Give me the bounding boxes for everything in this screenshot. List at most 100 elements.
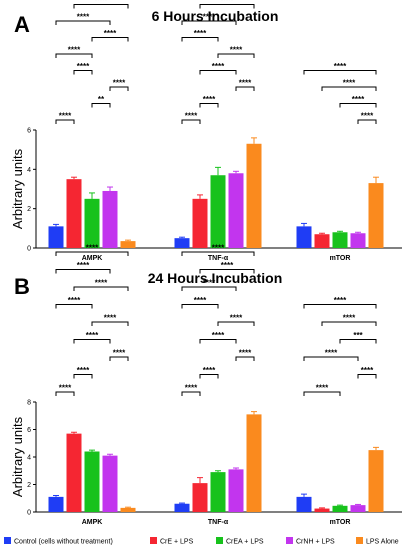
panel-b-ytick-label-2: 2 bbox=[27, 482, 31, 489]
panel-b-bar-1-1 bbox=[192, 483, 208, 512]
panel-a-ytick-label-4: 4 bbox=[27, 167, 31, 174]
panel-b-sig-bracket-15 bbox=[181, 286, 237, 291]
panel-b-letter: B bbox=[14, 274, 30, 299]
panel-b-ytick-label-6: 6 bbox=[27, 427, 31, 434]
panel-a-sig-bracket-2 bbox=[109, 86, 129, 91]
legend-swatch-1 bbox=[150, 537, 157, 544]
panel-b-sig-label-12: **** bbox=[212, 331, 225, 340]
panel-a-sig-label-11: **** bbox=[239, 79, 252, 88]
panel-b-sig-bracket-2 bbox=[109, 356, 129, 361]
panel-b-sig-bracket-14 bbox=[181, 304, 219, 309]
panel-b-sig-bracket-23 bbox=[303, 304, 377, 309]
panel-b-sig-label-11: **** bbox=[239, 349, 252, 358]
panel-a-ytick-label-2: 2 bbox=[27, 206, 31, 213]
panel-b-sig-bracket-6 bbox=[73, 286, 129, 291]
panel-a-letter: A bbox=[14, 12, 30, 37]
panel-a-sig-bracket-13 bbox=[217, 53, 255, 58]
panel-a-sig-bracket-18 bbox=[357, 119, 377, 124]
panel-a-sig-bracket-4 bbox=[55, 53, 93, 58]
panel-a-sig-label-2: **** bbox=[113, 79, 126, 88]
panel-b-sig-label-10: **** bbox=[203, 366, 216, 375]
legend-label-0: Control (cells without treatment) bbox=[14, 539, 113, 546]
panel-a-sig-bracket-9 bbox=[181, 119, 201, 124]
panel-b-sig-label-14: **** bbox=[194, 296, 207, 305]
panel-a-title: 6 Hours Incubation bbox=[152, 8, 279, 24]
panel-b-sig-bracket-0 bbox=[55, 391, 75, 396]
panel-a-sig-bracket-21 bbox=[303, 70, 377, 75]
panel-b-category-0: AMPK bbox=[82, 519, 103, 526]
panel-b-sig-bracket-20 bbox=[303, 356, 359, 361]
panel-a-bar-0-2 bbox=[296, 226, 312, 248]
panel-a-bar-3-1 bbox=[228, 173, 244, 248]
panel-a-sig-bracket-20 bbox=[321, 86, 377, 91]
panel-b-sig-label-21: *** bbox=[353, 331, 363, 340]
panel-a-sig-bracket-1 bbox=[91, 103, 111, 108]
panel-b-sig-bracket-11 bbox=[235, 356, 255, 361]
panel-a-bar-1-0 bbox=[66, 179, 82, 248]
panel-b-bar-2-0 bbox=[84, 451, 100, 512]
panel-a-sig-bracket-5 bbox=[91, 37, 129, 42]
panel-a-bar-0-1 bbox=[174, 238, 190, 248]
panel-b-bar-2-2 bbox=[332, 505, 348, 512]
panel-a-ylabel: Arbitrary units bbox=[10, 148, 25, 229]
panel-b-sig-bracket-4 bbox=[91, 321, 129, 326]
panel-b-sig-bracket-5 bbox=[55, 304, 93, 309]
panel-b-sig-bracket-13 bbox=[217, 321, 255, 326]
panel-a-bar-2-0 bbox=[84, 198, 100, 248]
panel-a-bar-2-1 bbox=[210, 175, 226, 248]
panel-a-sig-label-4: **** bbox=[68, 46, 81, 55]
panel-a-sig-label-16: **** bbox=[221, 0, 234, 5]
panel-b-sig-label-18: **** bbox=[316, 384, 329, 393]
panel-a-sig-label-12: **** bbox=[212, 62, 225, 71]
panel-a-sig-bracket-14 bbox=[181, 37, 219, 42]
panel-a-sig-label-13: **** bbox=[230, 46, 243, 55]
panel-b-sig-label-0: **** bbox=[59, 384, 72, 393]
legend-label-1: CrE + LPS bbox=[160, 539, 194, 546]
panel-a-sig-bracket-12 bbox=[199, 70, 237, 75]
panel-b-bar-0-1 bbox=[174, 503, 190, 512]
panel-b-sig-label-16: **** bbox=[221, 261, 234, 270]
panel-a-category-1: TNF-α bbox=[208, 255, 229, 262]
panel-a-bar-4-0 bbox=[120, 241, 136, 248]
panel-b-sig-label-4: **** bbox=[104, 314, 117, 323]
panel-a-sig-label-14: **** bbox=[194, 29, 207, 38]
panel-b-sig-bracket-16 bbox=[199, 269, 255, 274]
panel-b-sig-label-22: **** bbox=[343, 314, 356, 323]
panel-a-sig-bracket-16 bbox=[199, 4, 255, 9]
panel-b-sig-label-5: **** bbox=[68, 296, 81, 305]
panel-b-sig-bracket-9 bbox=[181, 391, 201, 396]
panel-b-sig-bracket-10 bbox=[199, 374, 219, 379]
panel-b-sig-label-6: **** bbox=[95, 279, 108, 288]
panel-a-ytick-label-6: 6 bbox=[27, 128, 31, 135]
panel-b-sig-label-19: **** bbox=[361, 366, 374, 375]
panel-b-sig-label-2: **** bbox=[113, 349, 126, 358]
panel-b-bar-1-0 bbox=[66, 433, 82, 512]
panel-b-sig-bracket-7 bbox=[55, 269, 111, 274]
panel-b-bar-3-2 bbox=[350, 505, 366, 512]
panel-a-sig-label-7: **** bbox=[95, 0, 108, 5]
panel-a-sig-label-6: **** bbox=[77, 13, 90, 22]
panel-b-sig-label-1: **** bbox=[77, 366, 90, 375]
panel-a-sig-bracket-6 bbox=[55, 20, 111, 25]
panel-a-sig-bracket-19 bbox=[339, 103, 377, 108]
legend-label-3: CrNH + LPS bbox=[296, 539, 335, 546]
legend-swatch-2 bbox=[216, 537, 223, 544]
panel-b-bar-1-2 bbox=[314, 508, 330, 512]
panel-a-bar-0-0 bbox=[48, 226, 64, 248]
panel-b-sig-label-7: **** bbox=[77, 261, 90, 270]
panel-a-sig-label-5: **** bbox=[104, 29, 117, 38]
panel-a-sig-label-20: **** bbox=[343, 79, 356, 88]
panel-b-sig-label-17: **** bbox=[212, 244, 225, 253]
panel-a-sig-label-15: **** bbox=[203, 13, 216, 22]
panel-b-sig-label-3: **** bbox=[86, 331, 99, 340]
panel-a-ytick-label-0: 0 bbox=[27, 246, 31, 253]
panel-b-category-2: mTOR bbox=[330, 519, 351, 526]
panel-a-bar-4-1 bbox=[246, 143, 262, 248]
panel-b-bar-4-1 bbox=[246, 414, 262, 512]
panel-b-sig-label-15: **** bbox=[203, 279, 216, 288]
panel-a-bar-4-2 bbox=[368, 183, 384, 248]
panel-a-sig-bracket-11 bbox=[235, 86, 255, 91]
panel-b-bar-2-1 bbox=[210, 472, 226, 512]
panel-b-title: 24 Hours Incubation bbox=[148, 270, 283, 286]
